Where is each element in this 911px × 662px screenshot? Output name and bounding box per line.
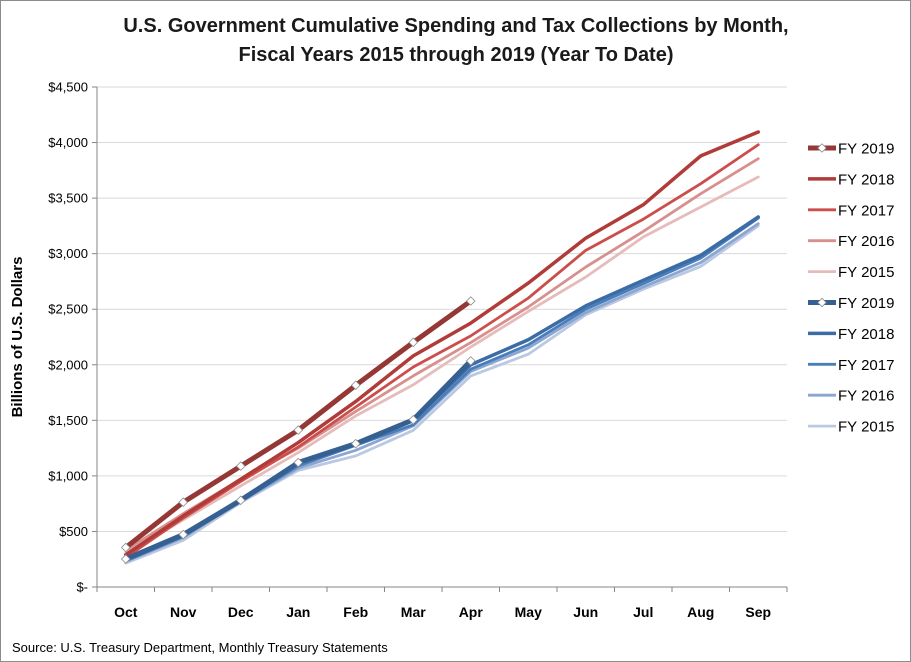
source-note: Source: U.S. Treasury Department, Monthl… xyxy=(12,640,388,655)
x-tick-label: Aug xyxy=(687,604,714,620)
series-spending-fy-2017 xyxy=(124,143,760,559)
series-receipts-fy-2019 xyxy=(120,356,476,564)
data-point xyxy=(350,380,361,391)
data-point xyxy=(235,461,246,471)
y-tick-label: $3,500 xyxy=(48,191,88,206)
data-point xyxy=(350,438,361,449)
x-tick-label: Sep xyxy=(745,604,771,620)
legend-label: FY 2019 xyxy=(838,141,894,158)
data-point xyxy=(465,356,476,366)
legend-label: FY 2016 xyxy=(838,388,894,405)
x-tick-label: Nov xyxy=(170,604,197,620)
chart-subtitle: Fiscal Years 2015 through 2019 (Year To … xyxy=(238,44,673,66)
legend-marker xyxy=(817,297,827,308)
legend: FY 2019 FY 2018 FY 2017 FY 2016 FY 2015 FY 20… xyxy=(808,141,894,436)
x-tick-label: Jun xyxy=(573,604,598,620)
y-tick-label: $1,000 xyxy=(48,468,88,483)
series-spending-fy-2015 xyxy=(124,175,760,555)
series-line xyxy=(124,143,760,559)
legend-label: FY 2018 xyxy=(838,171,894,188)
legend-item: FY 2018 xyxy=(808,171,894,188)
legend-item: FY 2016 xyxy=(808,388,894,405)
data-point xyxy=(408,414,419,425)
legend-item: FY 2015 xyxy=(808,419,894,436)
legend-marker xyxy=(817,143,827,153)
legend-item: FY 2018 xyxy=(808,326,894,343)
axes xyxy=(92,86,788,592)
series-spending-fy-2019 xyxy=(120,296,476,553)
legend-item: FY 2017 xyxy=(808,357,894,374)
legend-item: FY 2019 xyxy=(808,141,894,158)
chart-title: U.S. Government Cumulative Spending and … xyxy=(123,15,788,37)
y-tick-label: $2,000 xyxy=(48,357,88,372)
y-tick-label: $4,000 xyxy=(48,135,88,150)
y-tick-label: $- xyxy=(76,580,88,595)
x-tick-label: Dec xyxy=(228,604,254,620)
series-line xyxy=(124,175,760,555)
x-tick-labels: Oct Nov Dec Jan Feb Mar Apr May Jun Jul Aug Sep xyxy=(114,604,771,620)
gridlines xyxy=(97,86,787,532)
y-axis-label: Billions of U.S. Dollars xyxy=(9,257,26,418)
x-tick-label: Oct xyxy=(114,604,138,620)
data-point xyxy=(120,542,131,553)
y-tick-label: $500 xyxy=(59,524,88,539)
x-tick-label: May xyxy=(515,604,542,620)
legend-label: FY 2019 xyxy=(838,295,894,312)
legend-label: FY 2017 xyxy=(838,357,894,374)
legend-item: FY 2017 xyxy=(808,202,894,219)
series-spending-fy-2018 xyxy=(124,130,760,557)
x-tick-label: Jul xyxy=(633,604,653,620)
data-point xyxy=(178,497,189,508)
legend-label: FY 2015 xyxy=(838,419,894,436)
legend-item: FY 2019 xyxy=(808,295,894,312)
legend-label: FY 2018 xyxy=(838,326,894,343)
legend-item: FY 2015 xyxy=(808,264,894,281)
legend-item: FY 2016 xyxy=(808,233,894,250)
legend-label: FY 2015 xyxy=(838,264,894,281)
x-tick-label: Mar xyxy=(401,604,426,620)
data-point xyxy=(465,296,476,306)
x-tick-label: Jan xyxy=(286,604,310,620)
data-point xyxy=(235,495,246,506)
legend-label: FY 2017 xyxy=(838,202,894,219)
y-tick-label: $4,500 xyxy=(48,80,88,95)
data-point xyxy=(293,457,304,468)
data-point xyxy=(120,554,131,564)
y-tick-labels: $- $500 $1,000 $1,500 $2,000 $2,500 $3,000 $3,5… xyxy=(48,80,88,595)
y-tick-label: $1,500 xyxy=(48,413,88,428)
data-point xyxy=(293,425,304,435)
data-point xyxy=(408,337,419,348)
x-tick-label: Apr xyxy=(459,604,484,620)
series-line xyxy=(124,130,760,557)
y-tick-label: $2,500 xyxy=(48,302,88,317)
legend-label: FY 2016 xyxy=(838,233,894,250)
data-point xyxy=(178,529,189,540)
series-lines xyxy=(120,130,760,565)
y-tick-label: $3,000 xyxy=(48,246,88,261)
x-tick-label: Feb xyxy=(343,604,368,620)
